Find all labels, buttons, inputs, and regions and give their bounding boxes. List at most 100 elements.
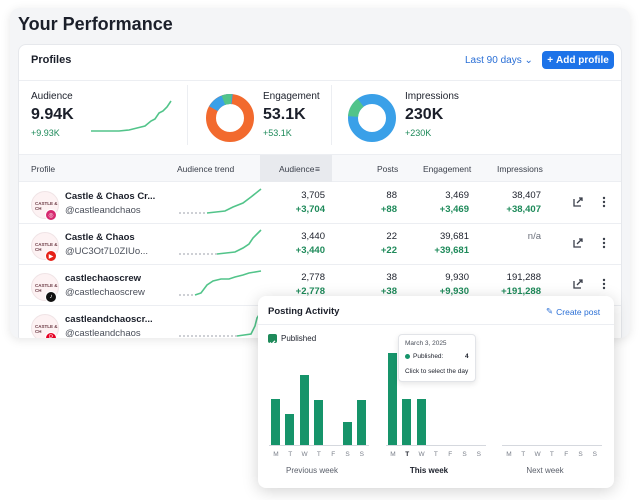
impressions-delta: +191,288 (501, 286, 541, 297)
published-dot (405, 354, 410, 359)
more-options-icon[interactable] (597, 195, 611, 209)
page-title: Your Performance (18, 14, 173, 34)
day-label[interactable]: T (288, 451, 293, 458)
more-options-icon[interactable] (597, 236, 611, 250)
activity-bar[interactable] (313, 400, 323, 445)
activity-bar[interactable] (285, 414, 295, 445)
profile-name: Castle & Chaos (65, 232, 135, 243)
day-tooltip: March 3, 2025 Published: 4 Click to sele… (398, 334, 476, 382)
profiles-title: Profiles (31, 54, 72, 66)
activity-bar[interactable] (356, 400, 366, 445)
posts-cell: 38 +38 (337, 265, 397, 297)
more-options-icon[interactable] (597, 277, 611, 291)
audience-delta: +3,440 (295, 245, 325, 256)
activity-bar[interactable] (342, 422, 352, 445)
tiktok-icon: ♪ (45, 291, 57, 303)
day-label[interactable]: S (359, 451, 364, 458)
posts-delta: +22 (380, 245, 397, 256)
date-range-select[interactable]: Last 90 days ⌄ (465, 55, 533, 66)
posts-cell: 22 +22 (337, 224, 397, 256)
activity-bar[interactable] (402, 399, 412, 445)
profiles-panel: Profiles Last 90 days ⌄ + Add profile Au… (18, 44, 622, 338)
engagement-delta: +9,930 (439, 286, 469, 297)
day-label[interactable]: T (405, 451, 410, 458)
engagement-value: 9,930 (445, 272, 469, 283)
audience-trend-sparkline (179, 188, 262, 214)
week-label: This week (409, 466, 449, 475)
audience-delta: +9.93K (31, 128, 60, 138)
audience-trend-sparkline (179, 311, 262, 337)
week-baseline (386, 445, 487, 446)
profile-handle: @castleandchaos (65, 205, 141, 216)
table-header: Profile Audience trend Audience ≡ Posts … (19, 154, 621, 182)
create-post-label: Create post (556, 306, 601, 317)
published-checkbox[interactable] (268, 334, 277, 346)
day-label[interactable]: T (521, 451, 526, 458)
col-audience[interactable]: Audience (279, 164, 315, 174)
impressions-delta: +230K (405, 128, 432, 138)
add-profile-button[interactable]: + Add profile (542, 51, 614, 69)
col-impressions[interactable]: Impressions (497, 164, 543, 174)
day-label[interactable]: F (564, 451, 569, 458)
audience-delta: +2,778 (295, 286, 325, 297)
day-label[interactable]: M (273, 451, 279, 458)
col-posts[interactable]: Posts (377, 164, 399, 174)
day-label[interactable]: S (345, 451, 350, 458)
audience-label: Audience (31, 91, 73, 102)
day-label[interactable]: T (433, 451, 438, 458)
activity-bar[interactable] (299, 375, 309, 445)
week-label: Previous week (285, 466, 339, 475)
activity-bar[interactable] (271, 399, 280, 445)
engagement-cell: 39,681 +39,681 (409, 224, 469, 256)
day-label[interactable]: T (549, 451, 554, 458)
performance-card: Your Performance Profiles Last 90 days ⌄… (10, 8, 630, 338)
posts-value: 38 (386, 272, 397, 283)
divider (331, 85, 332, 145)
audience-delta: +3,704 (295, 204, 325, 215)
audience-sparkline (91, 100, 172, 132)
create-post-link[interactable]: ✎ Create post (546, 306, 600, 317)
col-engagement[interactable]: Engagement (423, 164, 472, 174)
day-label[interactable]: S (578, 451, 583, 458)
external-link-icon[interactable] (571, 195, 585, 209)
divider (187, 85, 188, 145)
audience-value: 3,440 (301, 231, 325, 242)
activity-bar[interactable] (388, 353, 397, 445)
table-row[interactable]: CASTLE & CH ◎ Castle & Chaos Cr... @cast… (19, 183, 621, 224)
day-label[interactable]: W (534, 451, 541, 458)
external-link-icon[interactable] (571, 277, 585, 291)
day-label[interactable]: S (476, 451, 481, 458)
avatar-logo-text: CASTLE & CH (35, 242, 58, 252)
day-label[interactable]: W (301, 451, 308, 458)
sort-icon[interactable]: ≡ (315, 164, 320, 174)
engagement-metric: Engagement 53.1K +53.1K (263, 91, 320, 138)
instagram-icon: ◎ (45, 209, 57, 221)
col-audience-trend[interactable]: Audience trend (177, 164, 235, 174)
day-label[interactable]: M (390, 451, 396, 458)
col-profile[interactable]: Profile (31, 164, 56, 174)
day-label[interactable]: S (592, 451, 597, 458)
engagement-delta: +53.1K (263, 128, 292, 138)
day-label[interactable]: M (506, 451, 512, 458)
engagement-delta: +39,681 (434, 245, 469, 256)
avatar-logo-text: CASTLE & CH (35, 324, 58, 334)
impressions-cell: n/a (481, 224, 541, 245)
table-row[interactable]: CASTLE & CH P castleandchaoscr... @castl… (19, 306, 621, 338)
day-label[interactable]: F (448, 451, 453, 458)
day-label[interactable]: T (316, 451, 321, 458)
day-label[interactable]: W (418, 451, 425, 458)
divider (258, 324, 614, 325)
impressions-label: Impressions (405, 91, 459, 102)
activity-bar[interactable] (416, 399, 426, 445)
engagement-cell: 3,469 +3,469 (409, 183, 469, 215)
external-link-icon[interactable] (571, 236, 585, 250)
table-row[interactable]: CASTLE & CH ▶ Castle & Chaos @UC3Ot7L0ZI… (19, 224, 621, 265)
pinterest-icon: P (45, 332, 57, 338)
engagement-label: Engagement (263, 91, 320, 102)
profile-handle: @castleandchaos (65, 328, 141, 338)
day-label[interactable]: S (462, 451, 467, 458)
profile-name: Castle & Chaos Cr... (65, 191, 156, 202)
tooltip-hint: Click to select the day (405, 368, 469, 375)
day-label[interactable]: F (331, 451, 336, 458)
audience-cell: 3,705 +3,704 (265, 183, 325, 215)
